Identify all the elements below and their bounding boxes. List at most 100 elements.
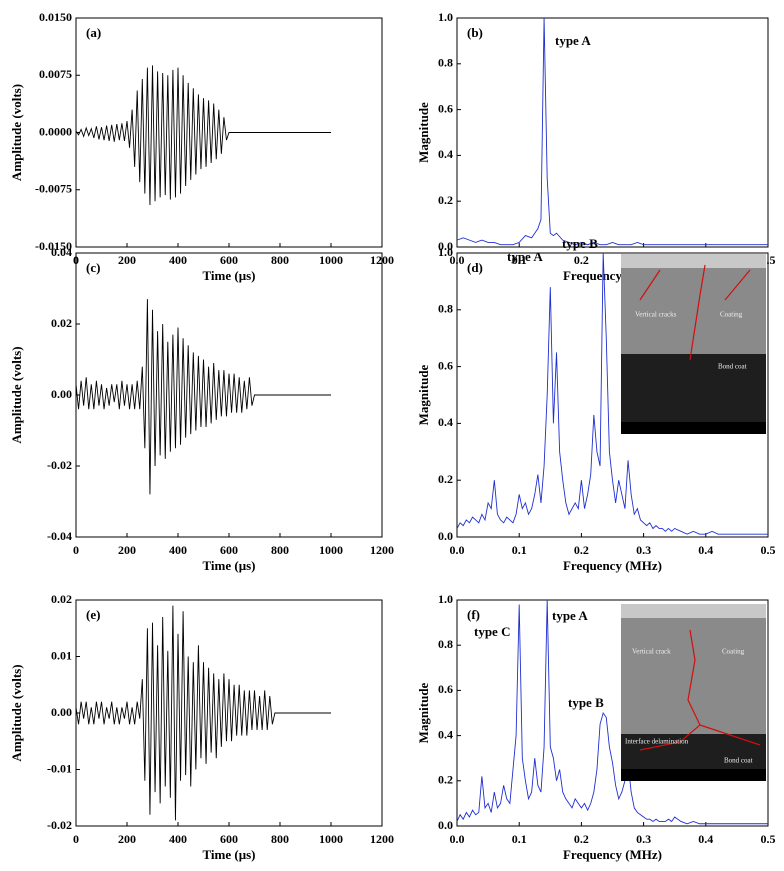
panel: 0.0 0.1 0.2 0.3 0.4 0.5 0.0 0.2 0.4 0.6 0.8 1.0 Freq…: [416, 592, 776, 862]
y-tick-label: 0.8: [438, 637, 453, 651]
x-tick-label: 0: [73, 832, 79, 846]
x-tick-label: 0.3: [636, 832, 651, 846]
panel-label: (e): [86, 607, 100, 622]
panel: 0 200 400 600 800 1000 1200-0.0150-0.00750.000…: [9, 10, 394, 283]
y-tick-label: -0.01: [47, 761, 72, 775]
panel-label: (f): [467, 607, 480, 622]
plot-frame: [456, 17, 769, 248]
inset-label: Coating: [720, 311, 743, 319]
x-axis-title: Frequency (MHz): [563, 847, 662, 862]
y-tick-label: 1.0: [438, 592, 453, 606]
x-tick-label: 0.0: [450, 832, 465, 846]
panel: 0 200 400 600 800 1000 1200 -0.02 -0.01 0.00 0.01 0…: [9, 592, 394, 862]
panel-label: (c): [86, 260, 100, 275]
x-tick-label: 600: [220, 253, 238, 267]
x-tick-label: 800: [271, 253, 289, 267]
x-tick-label: 400: [169, 832, 187, 846]
inset-crack: [724, 269, 751, 301]
y-tick-label: 0.6: [438, 101, 453, 115]
x-tick-label: 200: [118, 253, 136, 267]
y-tick-label: 0.02: [51, 316, 72, 330]
plot-frame: [456, 252, 769, 538]
x-tick-label: 1000: [319, 253, 343, 267]
y-tick-label: 0.0: [438, 239, 453, 253]
y-axis-title: Amplitude (volts): [9, 84, 24, 181]
x-tick-label: 0.2: [574, 253, 589, 267]
data-line: [456, 599, 768, 825]
y-axis-title: Magnitude: [416, 102, 431, 163]
y-tick-label: 0.8: [438, 56, 453, 70]
y-tick-label: 0.4: [438, 727, 453, 741]
inset-top: [621, 254, 766, 268]
y-tick-label: 0.0000: [39, 124, 72, 138]
inset-label: Bond coat: [718, 363, 747, 371]
x-tick-label: 600: [220, 832, 238, 846]
inset-crack: [639, 629, 701, 751]
panel: 0.0 0.1 0.2 0.3 0.4 0.5 0.0 0.2 0.4 0.6 0.8 1.0 Freq…: [416, 236, 776, 573]
x-tick-label: 0.1: [512, 253, 527, 267]
inset-top: [621, 604, 766, 618]
data-line: [75, 299, 331, 495]
x-tick-label: 0.0: [450, 543, 465, 557]
y-tick-label: 0.00: [51, 387, 72, 401]
x-tick-label: 0.2: [574, 543, 589, 557]
x-axis-title: Frequency (MHz): [563, 558, 662, 573]
inset-crack: [639, 269, 661, 301]
x-tick-label: 600: [220, 543, 238, 557]
x-tick-label: 800: [271, 832, 289, 846]
y-tick-label: 0.4: [438, 415, 453, 429]
inset-bond-coat: [621, 354, 766, 434]
y-tick-label: 0.00: [51, 705, 72, 719]
annotation: type A: [552, 608, 588, 623]
y-tick-label: 1.0: [438, 10, 453, 24]
y-tick-label: -0.02: [47, 458, 72, 472]
inset-scale-bar: [621, 769, 766, 781]
x-tick-label: 800: [271, 543, 289, 557]
y-axis-title: Amplitude (volts): [9, 346, 24, 443]
y-tick-label: -0.04: [47, 529, 72, 543]
y-axis-title: Magnitude: [416, 682, 431, 743]
plot-frame: [456, 599, 769, 827]
x-tick-label: 200: [118, 832, 136, 846]
x-tick-label: 1200: [370, 832, 394, 846]
x-tick-label: 0.4: [698, 543, 713, 557]
inset-label: Vertical cracks: [635, 311, 677, 319]
inset-label: Vertical crack: [632, 648, 671, 656]
plot-frame: [75, 252, 383, 538]
x-tick-label: 0.4: [698, 832, 713, 846]
panel-label: (a): [86, 25, 101, 40]
y-tick-label: 0.6: [438, 682, 453, 696]
x-tick-label: 0.5: [761, 543, 776, 557]
y-tick-label: -0.0075: [35, 182, 72, 196]
data-line: [456, 252, 768, 535]
inset-crack: [699, 724, 761, 746]
x-tick-label: 200: [118, 543, 136, 557]
y-tick-label: 0.0075: [39, 67, 72, 81]
plot-frame: [75, 599, 383, 827]
data-line: [456, 17, 768, 246]
x-tick-label: 0.1: [512, 832, 527, 846]
y-tick-label: 0.0: [438, 818, 453, 832]
x-tick-label: 0: [73, 543, 79, 557]
y-axis-title: Amplitude (volts): [9, 664, 24, 761]
annotation: type C: [474, 624, 510, 639]
data-line: [75, 65, 331, 206]
y-tick-label: 0.6: [438, 358, 453, 372]
panel: 0 200 400 600 800 1000 1200 -0.04 -0.02 0.00 0.02 0…: [9, 245, 394, 573]
panel-label: (b): [467, 25, 483, 40]
annotation: type B: [568, 695, 604, 710]
x-tick-label: 1000: [319, 543, 343, 557]
inset-scale-bar: [621, 422, 766, 434]
y-tick-label: -0.0150: [35, 239, 72, 253]
x-tick-label: 0.3: [636, 543, 651, 557]
annotation: type A: [555, 33, 591, 48]
inset-label: Coating: [722, 648, 745, 656]
x-axis-title: Time (μs): [203, 268, 256, 283]
x-tick-label: 1200: [370, 543, 394, 557]
y-tick-label: 0.04: [51, 245, 72, 259]
y-tick-label: 0.02: [51, 592, 72, 606]
y-tick-label: 0.0: [438, 529, 453, 543]
annotation: type B: [562, 236, 598, 251]
y-axis-title: Magnitude: [416, 364, 431, 425]
